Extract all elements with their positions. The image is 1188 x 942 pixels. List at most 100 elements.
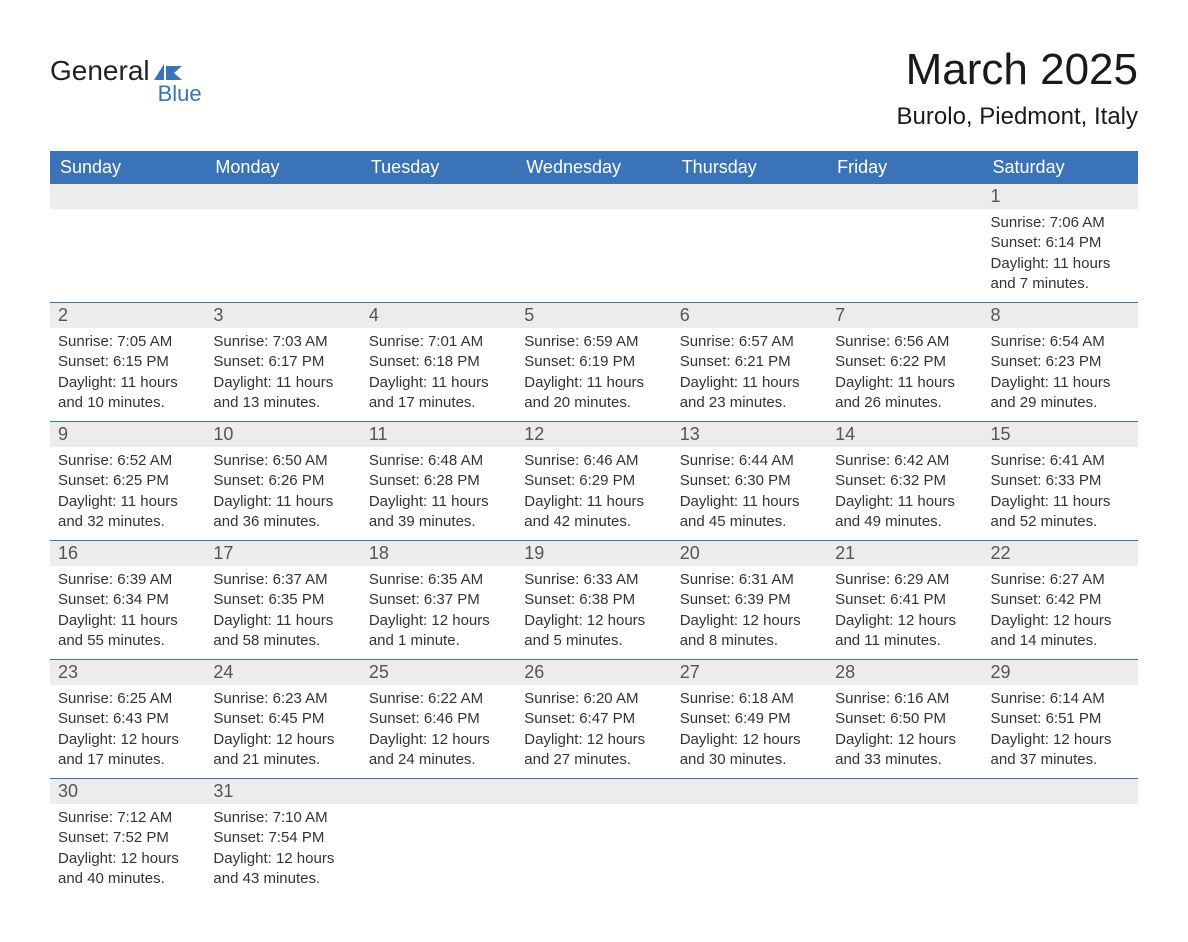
day-daylight: Daylight: 11 hours and 32 minutes. — [58, 492, 197, 533]
day-content: Sunrise: 6:57 AMSunset: 6:21 PMDaylight:… — [672, 328, 827, 421]
location-label: Burolo, Piedmont, Italy — [897, 103, 1138, 131]
day-daylight: Daylight: 11 hours and 10 minutes. — [58, 373, 197, 414]
day-number-bar: 12 — [516, 421, 671, 447]
day-content — [827, 209, 982, 229]
logo-text-general: General — [50, 55, 150, 87]
calendar-week-row: 9Sunrise: 6:52 AMSunset: 6:25 PMDaylight… — [50, 421, 1138, 540]
day-number-bar: 2 — [50, 302, 205, 328]
day-content: Sunrise: 6:31 AMSunset: 6:39 PMDaylight:… — [672, 566, 827, 659]
day-sunrise: Sunrise: 6:29 AM — [835, 570, 974, 590]
day-content — [516, 804, 671, 824]
day-sunrise: Sunrise: 6:56 AM — [835, 332, 974, 352]
day-content: Sunrise: 6:59 AMSunset: 6:19 PMDaylight:… — [516, 328, 671, 421]
day-content: Sunrise: 7:05 AMSunset: 6:15 PMDaylight:… — [50, 328, 205, 421]
weekday-header: Monday — [205, 151, 360, 184]
day-number — [827, 184, 982, 209]
day-number-bar: 1 — [983, 184, 1138, 209]
day-daylight: Daylight: 11 hours and 20 minutes. — [524, 373, 663, 414]
day-sunset: Sunset: 6:18 PM — [369, 352, 508, 372]
calendar-week-row: 30Sunrise: 7:12 AMSunset: 7:52 PMDayligh… — [50, 778, 1138, 897]
day-sunset: Sunset: 6:50 PM — [835, 709, 974, 729]
calendar-day-cell: 30Sunrise: 7:12 AMSunset: 7:52 PMDayligh… — [50, 778, 205, 897]
day-number: 23 — [50, 660, 205, 685]
calendar-day-cell — [205, 184, 360, 302]
weekday-header: Tuesday — [361, 151, 516, 184]
day-number-bar — [672, 778, 827, 804]
day-number-bar — [827, 778, 982, 804]
weekday-header: Thursday — [672, 151, 827, 184]
calendar-day-cell: 4Sunrise: 7:01 AMSunset: 6:18 PMDaylight… — [361, 302, 516, 421]
day-number-bar — [827, 184, 982, 209]
day-sunrise: Sunrise: 6:52 AM — [58, 451, 197, 471]
calendar-day-cell — [50, 184, 205, 302]
day-sunset: Sunset: 6:39 PM — [680, 590, 819, 610]
day-daylight: Daylight: 12 hours and 5 minutes. — [524, 611, 663, 652]
calendar-day-cell: 16Sunrise: 6:39 AMSunset: 6:34 PMDayligh… — [50, 540, 205, 659]
calendar-day-cell: 9Sunrise: 6:52 AMSunset: 6:25 PMDaylight… — [50, 421, 205, 540]
day-number: 13 — [672, 422, 827, 447]
day-daylight: Daylight: 12 hours and 11 minutes. — [835, 611, 974, 652]
day-content: Sunrise: 7:10 AMSunset: 7:54 PMDaylight:… — [205, 804, 360, 897]
calendar-day-cell: 18Sunrise: 6:35 AMSunset: 6:37 PMDayligh… — [361, 540, 516, 659]
day-sunrise: Sunrise: 6:33 AM — [524, 570, 663, 590]
calendar-day-cell — [983, 778, 1138, 897]
calendar-day-cell: 11Sunrise: 6:48 AMSunset: 6:28 PMDayligh… — [361, 421, 516, 540]
day-sunrise: Sunrise: 6:46 AM — [524, 451, 663, 471]
day-sunrise: Sunrise: 7:05 AM — [58, 332, 197, 352]
day-sunset: Sunset: 6:17 PM — [213, 352, 352, 372]
day-daylight: Daylight: 11 hours and 39 minutes. — [369, 492, 508, 533]
day-sunset: Sunset: 6:46 PM — [369, 709, 508, 729]
day-sunset: Sunset: 6:28 PM — [369, 471, 508, 491]
day-number — [672, 779, 827, 804]
day-sunrise: Sunrise: 6:59 AM — [524, 332, 663, 352]
day-number — [361, 779, 516, 804]
weekday-header: Saturday — [983, 151, 1138, 184]
day-sunset: Sunset: 6:32 PM — [835, 471, 974, 491]
day-number-bar: 11 — [361, 421, 516, 447]
day-number — [983, 779, 1138, 804]
day-number-bar: 22 — [983, 540, 1138, 566]
day-number-bar: 16 — [50, 540, 205, 566]
day-number — [361, 184, 516, 209]
logo-text-blue: Blue — [158, 81, 202, 107]
day-content: Sunrise: 6:42 AMSunset: 6:32 PMDaylight:… — [827, 447, 982, 540]
day-number-bar: 24 — [205, 659, 360, 685]
day-number: 24 — [205, 660, 360, 685]
day-content: Sunrise: 6:22 AMSunset: 6:46 PMDaylight:… — [361, 685, 516, 778]
day-number-bar — [516, 778, 671, 804]
day-number — [516, 779, 671, 804]
day-daylight: Daylight: 12 hours and 14 minutes. — [991, 611, 1130, 652]
calendar-day-cell: 26Sunrise: 6:20 AMSunset: 6:47 PMDayligh… — [516, 659, 671, 778]
logo: General Blue — [50, 45, 182, 107]
day-number-bar: 20 — [672, 540, 827, 566]
day-number-bar: 10 — [205, 421, 360, 447]
day-daylight: Daylight: 12 hours and 21 minutes. — [213, 730, 352, 771]
calendar-day-cell: 21Sunrise: 6:29 AMSunset: 6:41 PMDayligh… — [827, 540, 982, 659]
day-content: Sunrise: 7:03 AMSunset: 6:17 PMDaylight:… — [205, 328, 360, 421]
day-number-bar: 6 — [672, 302, 827, 328]
day-content: Sunrise: 6:48 AMSunset: 6:28 PMDaylight:… — [361, 447, 516, 540]
day-content — [205, 209, 360, 229]
day-content: Sunrise: 6:41 AMSunset: 6:33 PMDaylight:… — [983, 447, 1138, 540]
day-content: Sunrise: 7:12 AMSunset: 7:52 PMDaylight:… — [50, 804, 205, 897]
day-number-bar — [516, 184, 671, 209]
day-content: Sunrise: 6:39 AMSunset: 6:34 PMDaylight:… — [50, 566, 205, 659]
day-daylight: Daylight: 11 hours and 36 minutes. — [213, 492, 352, 533]
day-number-bar: 26 — [516, 659, 671, 685]
calendar-day-cell: 7Sunrise: 6:56 AMSunset: 6:22 PMDaylight… — [827, 302, 982, 421]
day-content — [361, 209, 516, 229]
day-sunrise: Sunrise: 7:03 AM — [213, 332, 352, 352]
calendar-week-row: 23Sunrise: 6:25 AMSunset: 6:43 PMDayligh… — [50, 659, 1138, 778]
day-sunset: Sunset: 6:34 PM — [58, 590, 197, 610]
day-sunset: Sunset: 6:19 PM — [524, 352, 663, 372]
calendar-day-cell: 27Sunrise: 6:18 AMSunset: 6:49 PMDayligh… — [672, 659, 827, 778]
day-number: 12 — [516, 422, 671, 447]
weekday-header: Wednesday — [516, 151, 671, 184]
page-title: March 2025 — [897, 45, 1138, 95]
day-number-bar — [361, 184, 516, 209]
day-sunset: Sunset: 6:49 PM — [680, 709, 819, 729]
day-sunrise: Sunrise: 6:31 AM — [680, 570, 819, 590]
day-number-bar: 18 — [361, 540, 516, 566]
day-number-bar — [672, 184, 827, 209]
day-daylight: Daylight: 11 hours and 52 minutes. — [991, 492, 1130, 533]
